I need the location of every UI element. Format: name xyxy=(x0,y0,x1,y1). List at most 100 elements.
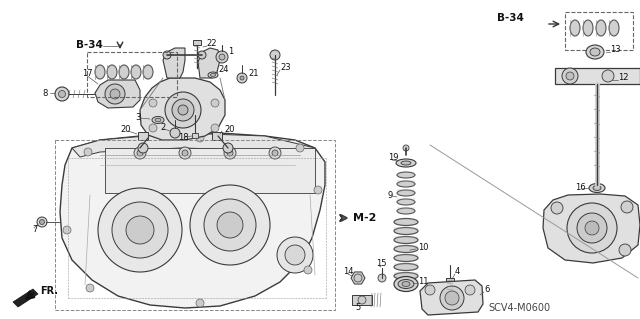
Polygon shape xyxy=(60,133,325,308)
Circle shape xyxy=(269,147,281,159)
Circle shape xyxy=(163,51,171,59)
Ellipse shape xyxy=(396,159,416,167)
Circle shape xyxy=(165,92,201,128)
Bar xyxy=(105,148,315,193)
Circle shape xyxy=(440,286,464,310)
Text: M-2: M-2 xyxy=(353,213,376,223)
Ellipse shape xyxy=(394,227,418,234)
Circle shape xyxy=(585,221,599,235)
Ellipse shape xyxy=(394,246,418,253)
Text: 13: 13 xyxy=(610,46,621,55)
Text: 21: 21 xyxy=(248,69,259,78)
Ellipse shape xyxy=(394,277,418,292)
Circle shape xyxy=(270,50,280,60)
Text: 5: 5 xyxy=(355,302,360,311)
Bar xyxy=(565,12,633,50)
Text: 3: 3 xyxy=(135,114,140,122)
Circle shape xyxy=(227,150,233,156)
Circle shape xyxy=(358,296,366,304)
Circle shape xyxy=(204,199,256,251)
Text: 23: 23 xyxy=(280,63,291,72)
Circle shape xyxy=(196,299,204,307)
Ellipse shape xyxy=(131,65,141,79)
Circle shape xyxy=(211,99,219,107)
Ellipse shape xyxy=(143,65,153,79)
Circle shape xyxy=(237,73,247,83)
Circle shape xyxy=(296,144,304,152)
Circle shape xyxy=(58,91,65,98)
Polygon shape xyxy=(420,280,483,315)
Ellipse shape xyxy=(583,20,593,36)
Circle shape xyxy=(551,202,563,214)
Text: 15: 15 xyxy=(376,258,387,268)
Text: B-34: B-34 xyxy=(76,40,103,50)
Polygon shape xyxy=(555,68,640,84)
Circle shape xyxy=(37,217,47,227)
Text: 2: 2 xyxy=(160,123,165,132)
Circle shape xyxy=(445,291,459,305)
Ellipse shape xyxy=(397,172,415,178)
Circle shape xyxy=(223,143,233,153)
Text: 17: 17 xyxy=(82,69,93,78)
Circle shape xyxy=(354,274,362,282)
Circle shape xyxy=(170,128,180,138)
Circle shape xyxy=(602,70,614,82)
Circle shape xyxy=(149,124,157,132)
Text: 18: 18 xyxy=(178,133,189,143)
Ellipse shape xyxy=(401,161,411,165)
Bar xyxy=(87,52,177,97)
Circle shape xyxy=(55,87,69,101)
Ellipse shape xyxy=(586,45,604,59)
Circle shape xyxy=(40,219,45,225)
Circle shape xyxy=(190,185,270,265)
Circle shape xyxy=(98,188,182,272)
Circle shape xyxy=(216,51,228,63)
Text: 8: 8 xyxy=(42,88,47,98)
Circle shape xyxy=(63,226,71,234)
Text: 20: 20 xyxy=(120,125,131,135)
Circle shape xyxy=(465,285,475,295)
Ellipse shape xyxy=(394,263,418,271)
Ellipse shape xyxy=(95,65,105,79)
Polygon shape xyxy=(13,289,38,307)
Polygon shape xyxy=(140,78,225,140)
Circle shape xyxy=(314,186,322,194)
Circle shape xyxy=(110,89,120,99)
Circle shape xyxy=(138,143,148,153)
Bar xyxy=(446,278,454,283)
Circle shape xyxy=(621,201,633,213)
Polygon shape xyxy=(72,133,315,157)
Text: 10: 10 xyxy=(418,243,429,253)
Text: 19: 19 xyxy=(388,153,399,162)
Polygon shape xyxy=(95,80,140,108)
Text: 12: 12 xyxy=(618,73,628,83)
Ellipse shape xyxy=(397,199,415,205)
Circle shape xyxy=(272,150,278,156)
Bar xyxy=(193,40,201,45)
Ellipse shape xyxy=(590,48,600,56)
Ellipse shape xyxy=(397,181,415,187)
Circle shape xyxy=(219,54,225,60)
Circle shape xyxy=(149,99,157,107)
Ellipse shape xyxy=(394,272,418,279)
Ellipse shape xyxy=(596,20,606,36)
Bar xyxy=(352,295,372,305)
Bar xyxy=(55,140,335,310)
Circle shape xyxy=(562,68,578,84)
Circle shape xyxy=(566,72,574,80)
Ellipse shape xyxy=(402,281,410,286)
Circle shape xyxy=(196,134,204,142)
Text: 24: 24 xyxy=(218,65,228,75)
Bar xyxy=(138,132,148,140)
Ellipse shape xyxy=(152,116,164,123)
Circle shape xyxy=(126,216,154,244)
Circle shape xyxy=(285,245,305,265)
Ellipse shape xyxy=(609,20,619,36)
Ellipse shape xyxy=(394,219,418,226)
Circle shape xyxy=(112,202,168,258)
Circle shape xyxy=(304,266,312,274)
Polygon shape xyxy=(163,48,185,78)
Text: 11: 11 xyxy=(418,277,429,286)
Text: 1: 1 xyxy=(228,48,233,56)
Ellipse shape xyxy=(155,118,161,122)
